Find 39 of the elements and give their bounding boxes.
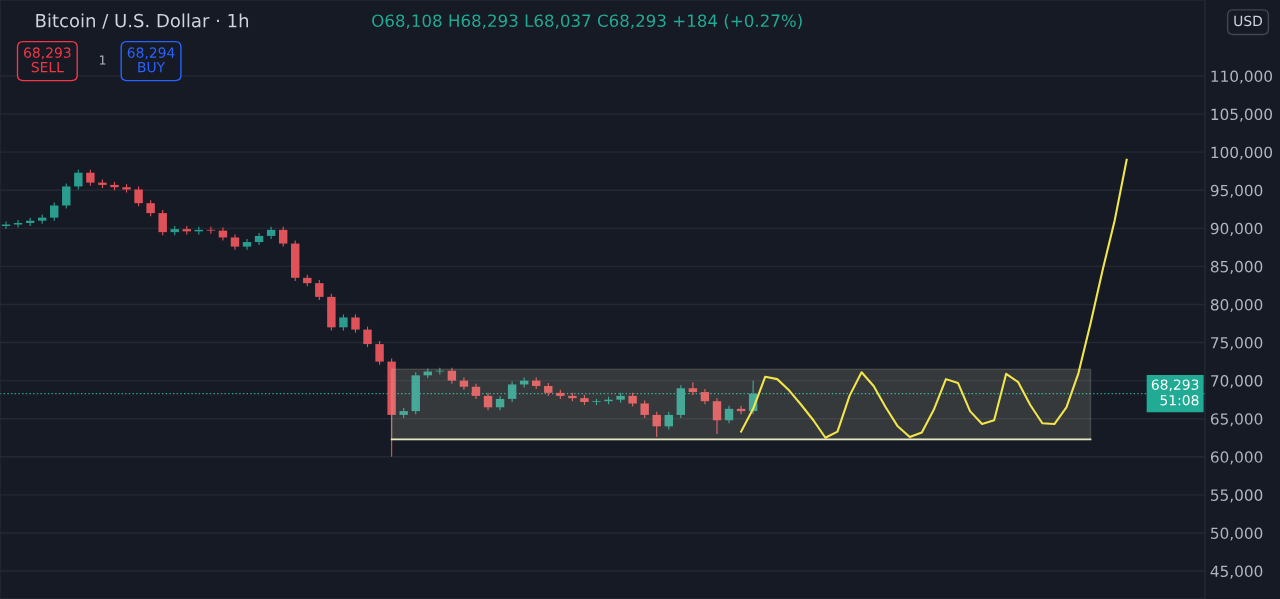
y-tick-label: 70,000 bbox=[1211, 375, 1263, 389]
y-tick-label: 55,000 bbox=[1211, 489, 1263, 503]
candlestick bbox=[242, 238, 252, 251]
y-tick-label: 65,000 bbox=[1210, 413, 1263, 427]
y-tick-label: 75,000 bbox=[1211, 337, 1263, 351]
candlestick bbox=[652, 411, 661, 438]
y-tick-label: 85,000 bbox=[1210, 260, 1263, 274]
text: Bitcoin / U.S. Dollar · 1h bbox=[36, 13, 249, 29]
candlestick bbox=[315, 279, 324, 301]
annotation: 68,293 SELL bbox=[24, 47, 71, 73]
candlestick bbox=[13, 219, 23, 229]
candlestick bbox=[363, 326, 372, 348]
candlestick bbox=[62, 182, 71, 210]
annotation: 68,294 BUY bbox=[127, 47, 175, 73]
y-tick-label: 50,000 bbox=[1211, 527, 1263, 541]
y-tick-label: 80,000 bbox=[1210, 298, 1263, 313]
candlestick bbox=[134, 185, 143, 207]
annotation: 1 bbox=[99, 55, 106, 65]
text: USD bbox=[1234, 15, 1263, 27]
candlestick bbox=[688, 381, 698, 396]
y-tick-label: 105,000 bbox=[1211, 108, 1273, 122]
candlestick bbox=[158, 209, 167, 236]
y-tick-label: 60,000 bbox=[1210, 451, 1263, 465]
candlestick bbox=[712, 397, 722, 435]
y-tick-label: 95,000 bbox=[1210, 184, 1263, 198]
line-series bbox=[740, 158, 1128, 439]
candlestick bbox=[206, 226, 216, 235]
y-tick-label: 45,000 bbox=[1210, 565, 1263, 579]
candlestick bbox=[74, 169, 83, 191]
y-tick-label: 110,000 bbox=[1211, 70, 1273, 84]
ref-line-label: 68,293 51:08 bbox=[1151, 379, 1199, 406]
candlestick bbox=[375, 340, 384, 366]
y-tick-label: 90,000 bbox=[1210, 222, 1263, 236]
candlestick bbox=[351, 313, 360, 334]
y-tick-label: 100,000 bbox=[1211, 146, 1273, 160]
candlestick bbox=[50, 201, 59, 222]
candlestick bbox=[507, 380, 517, 403]
annotation: O68,108 H68,293 L68,037 C68,293 +184 (+0.27%) bbox=[372, 14, 802, 29]
candlestick bbox=[278, 226, 288, 248]
